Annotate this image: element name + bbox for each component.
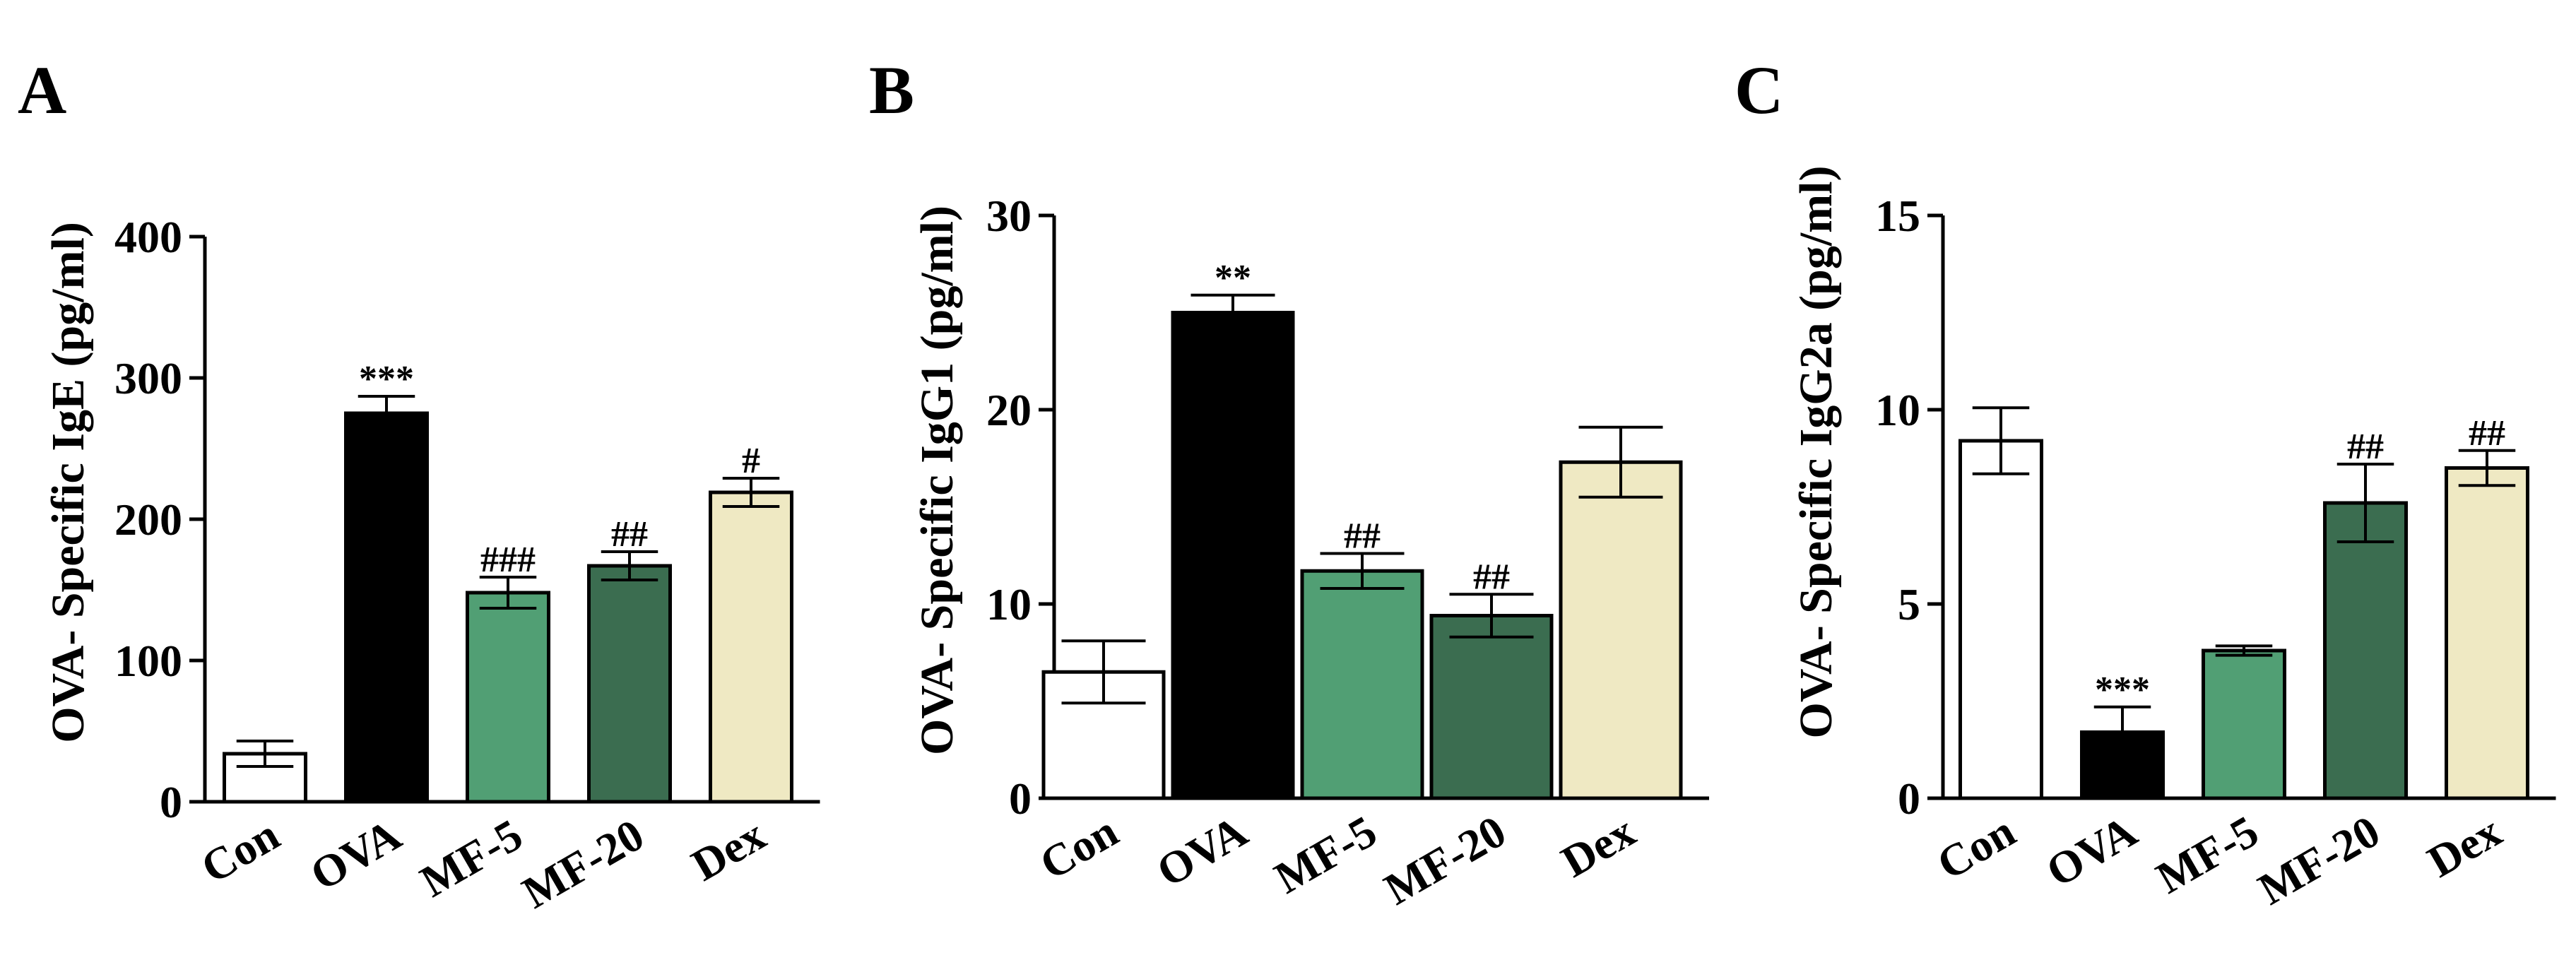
significance-label: ** — [1215, 258, 1251, 298]
panel-a-plot: 0 100 200 300 400 Con *** OVA ### MF-5 ## MF-20 # Dex — [114, 212, 820, 918]
significance-label: ## — [2469, 413, 2505, 454]
category-label: Con — [1929, 806, 2023, 889]
significance-label: # — [742, 441, 760, 481]
bar-ova — [344, 411, 429, 804]
y-tick-label: 5 — [1898, 579, 1920, 629]
category-label: OVA — [1148, 806, 1255, 896]
category-label: Con — [193, 810, 288, 893]
category-label: Dex — [683, 810, 774, 891]
significance-label: ### — [480, 540, 536, 580]
category-label: MF-20 — [1376, 806, 1514, 915]
panel-a: A OVA- Specific IgE (pg/ml) 0 100 200 300 40… — [18, 52, 820, 918]
category-label: Dex — [1553, 806, 1643, 887]
y-tick-label: 30 — [986, 191, 1032, 241]
category-label: MF-20 — [514, 810, 652, 918]
bar-con — [1958, 439, 2043, 800]
y-tick-label: 400 — [114, 212, 182, 262]
panel-letter-a: A — [18, 52, 66, 128]
bar-dex — [1559, 460, 1683, 800]
panel-b-plot: 0 10 20 30 Con ** OVA ## MF-5 ## MF-20 Dex — [986, 191, 1709, 915]
y-tick-label: 300 — [114, 353, 182, 403]
panel-b: B OVA- Specific IgG1 (pg/ml) 0 10 20 30 Con *… — [869, 52, 1709, 915]
panel-c: C OVA- Specific IgG2a (pg/ml) 0 5 10 15 Con *… — [1735, 52, 2556, 915]
bar-mf-5 — [466, 591, 550, 804]
category-label: OVA — [2038, 806, 2145, 896]
y-tick-label: 0 — [1898, 774, 1920, 824]
significance-label: *** — [2095, 670, 2150, 710]
y-tick-label: 0 — [160, 777, 182, 827]
category-label: OVA — [302, 810, 409, 900]
y-tick-label: 0 — [1009, 774, 1032, 824]
significance-label: ## — [2347, 427, 2384, 467]
panel-c-ylabel: OVA- Specific IgG2a (pg/ml) — [1790, 166, 1842, 739]
category-label: MF-5 — [412, 810, 531, 907]
y-tick-label: 15 — [1875, 191, 1920, 241]
y-tick-label: 100 — [114, 636, 182, 686]
bar-mf-20 — [1429, 614, 1554, 800]
category-label: MF-5 — [1266, 806, 1385, 903]
panel-letter-b: B — [869, 52, 914, 128]
bar-mf-20 — [587, 564, 672, 804]
panel-letter-c: C — [1735, 52, 1783, 128]
significance-label: *** — [359, 359, 414, 399]
significance-label: ## — [1473, 557, 1510, 597]
bar-mf-20 — [2323, 501, 2408, 800]
category-label: MF-5 — [2148, 806, 2267, 903]
category-label: Con — [1032, 806, 1126, 889]
bar-dex — [2445, 466, 2529, 800]
y-tick-label: 200 — [114, 494, 182, 545]
category-label: Dex — [2419, 806, 2510, 887]
bar-ova — [1171, 311, 1295, 800]
bar-mf-5 — [2202, 648, 2286, 800]
panel-a-ylabel: OVA- Specific IgE (pg/ml) — [42, 222, 94, 743]
y-tick-label: 10 — [986, 579, 1032, 629]
significance-label: ## — [611, 514, 648, 555]
panel-c-plot: 0 5 10 15 Con *** OVA MF-5 ## MF-20 ## Dex — [1875, 191, 2556, 915]
bar-dex — [709, 490, 793, 804]
significance-label: ## — [1344, 516, 1381, 557]
panel-b-ylabel: OVA- Specific IgG1 (pg/ml) — [911, 206, 963, 755]
y-tick-label: 10 — [1875, 385, 1920, 435]
category-label: MF-20 — [2250, 806, 2388, 915]
bar-mf-5 — [1300, 569, 1424, 800]
y-tick-label: 20 — [986, 385, 1032, 435]
